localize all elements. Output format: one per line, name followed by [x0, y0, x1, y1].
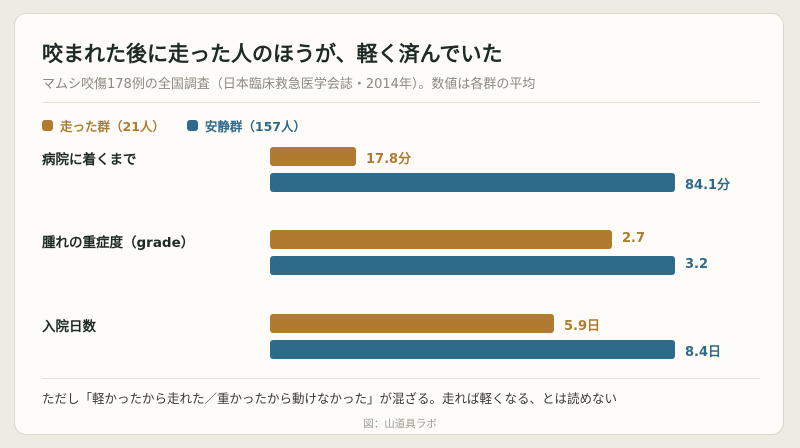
chart-subtitle: マムシ咬傷178例の全国調査（日本臨床救急医学会誌・2014年）。数値は各群の平… — [42, 77, 536, 92]
bar-rest — [270, 340, 675, 359]
header-divider — [42, 102, 760, 103]
legend-item-rest: 安静群（157人） — [186, 116, 306, 135]
legend-swatch-ran — [42, 120, 53, 131]
value-label-rest: 84.1分 — [685, 178, 731, 193]
value-label-ran: 5.9日 — [564, 319, 601, 334]
caveat-note: ただし「軽かったから走れた／重かったから動けなかった」が混ざる。走れば軽くなる、… — [42, 391, 618, 406]
legend: 走った群（21人） 安静群（157人） — [42, 116, 306, 135]
value-label-rest: 3.2 — [685, 257, 709, 272]
value-label-ran: 2.7 — [622, 231, 646, 246]
bar-ran — [270, 147, 356, 166]
value-label-ran: 17.8分 — [366, 152, 412, 167]
chart-card: 咬まれた後に走った人のほうが、軽く済んでいた マムシ咬傷178例の全国調査（日本… — [14, 13, 784, 435]
figure-credit: 図：山道具ラボ — [363, 418, 437, 430]
bar-rest — [270, 256, 675, 275]
category-label: 病院に着くまで — [42, 152, 137, 168]
bar-chart: 病院に着くまで 17.8分 84.1分腫れの重症度（grade） 2.7 3.2 入院日数… — [15, 14, 785, 436]
category-label: 腫れの重症度（grade） — [42, 235, 195, 251]
legend-label-ran: 走った群（21人） — [60, 119, 165, 134]
value-label-rest: 8.4日 — [685, 345, 722, 360]
bar-ran — [270, 230, 612, 249]
category-label: 入院日数 — [42, 319, 96, 335]
legend-swatch-rest — [186, 120, 198, 131]
bar-rest — [270, 173, 675, 192]
bar-ran — [270, 314, 554, 333]
chart-title: 咬まれた後に走った人のほうが、軽く済んでいた — [42, 42, 503, 66]
footer-divider — [42, 378, 760, 379]
legend-item-ran: 走った群（21人） — [42, 116, 165, 135]
legend-label-rest: 安静群（157人） — [204, 119, 306, 134]
